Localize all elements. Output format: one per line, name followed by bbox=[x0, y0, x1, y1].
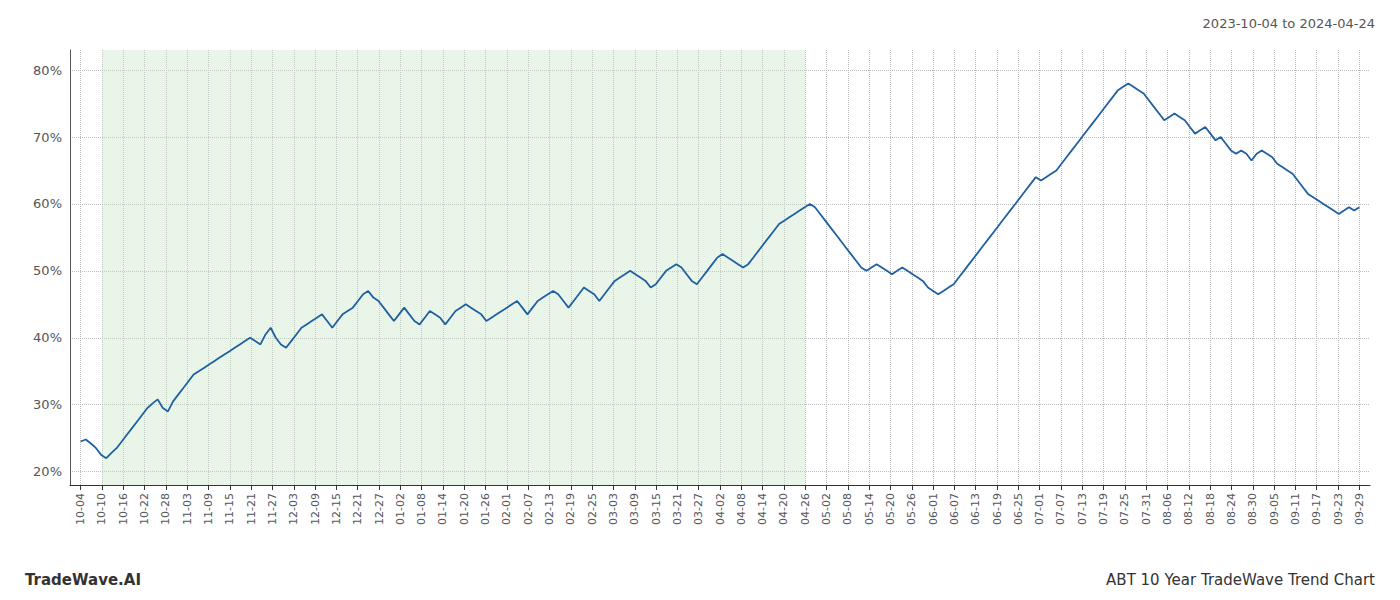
svg-text:01-08: 01-08 bbox=[415, 493, 428, 525]
svg-text:10-28: 10-28 bbox=[159, 493, 172, 525]
svg-text:01-20: 01-20 bbox=[458, 493, 471, 525]
svg-text:12-03: 12-03 bbox=[287, 493, 300, 525]
svg-text:09-23: 09-23 bbox=[1332, 493, 1345, 525]
svg-text:07-07: 07-07 bbox=[1054, 493, 1067, 525]
svg-text:07-13: 07-13 bbox=[1076, 493, 1089, 525]
svg-text:08-18: 08-18 bbox=[1204, 493, 1217, 525]
svg-text:12-15: 12-15 bbox=[330, 493, 343, 525]
svg-text:02-25: 02-25 bbox=[586, 493, 599, 525]
svg-text:20%: 20% bbox=[33, 464, 62, 479]
svg-text:06-01: 06-01 bbox=[927, 493, 940, 525]
svg-text:07-31: 07-31 bbox=[1140, 493, 1153, 525]
svg-text:07-01: 07-01 bbox=[1033, 493, 1046, 525]
svg-text:02-01: 02-01 bbox=[500, 493, 513, 525]
svg-text:03-15: 03-15 bbox=[650, 493, 663, 525]
svg-text:06-07: 06-07 bbox=[948, 493, 961, 525]
svg-text:09-17: 09-17 bbox=[1310, 493, 1323, 525]
svg-text:05-20: 05-20 bbox=[884, 493, 897, 525]
svg-text:07-19: 07-19 bbox=[1097, 493, 1110, 525]
svg-text:07-25: 07-25 bbox=[1118, 493, 1131, 525]
svg-text:10-16: 10-16 bbox=[117, 493, 130, 525]
svg-text:09-29: 09-29 bbox=[1353, 493, 1366, 525]
svg-text:60%: 60% bbox=[33, 196, 62, 211]
svg-text:70%: 70% bbox=[33, 130, 62, 145]
svg-text:10-10: 10-10 bbox=[95, 493, 108, 525]
svg-text:08-12: 08-12 bbox=[1182, 493, 1195, 525]
svg-text:ABT 10 Year TradeWave Trend Ch: ABT 10 Year TradeWave Trend Chart bbox=[1106, 571, 1375, 589]
svg-text:01-14: 01-14 bbox=[436, 493, 449, 525]
svg-text:06-13: 06-13 bbox=[969, 493, 982, 525]
svg-text:10-22: 10-22 bbox=[138, 493, 151, 525]
svg-text:05-02: 05-02 bbox=[820, 493, 833, 525]
svg-text:TradeWave.AI: TradeWave.AI bbox=[25, 571, 141, 589]
svg-text:03-03: 03-03 bbox=[607, 493, 620, 525]
svg-text:06-25: 06-25 bbox=[1012, 493, 1025, 525]
svg-text:01-26: 01-26 bbox=[479, 493, 492, 525]
svg-text:04-08: 04-08 bbox=[735, 493, 748, 525]
svg-text:02-13: 02-13 bbox=[543, 493, 556, 525]
svg-text:40%: 40% bbox=[33, 330, 62, 345]
svg-text:03-09: 03-09 bbox=[628, 493, 641, 525]
svg-text:04-02: 04-02 bbox=[714, 493, 727, 525]
svg-text:2023-10-04 to 2024-04-24: 2023-10-04 to 2024-04-24 bbox=[1203, 16, 1375, 31]
svg-text:04-20: 04-20 bbox=[777, 493, 790, 525]
svg-text:08-30: 08-30 bbox=[1246, 493, 1259, 525]
svg-text:12-21: 12-21 bbox=[351, 493, 364, 525]
svg-text:11-09: 11-09 bbox=[202, 493, 215, 525]
svg-text:30%: 30% bbox=[33, 397, 62, 412]
svg-text:10-04: 10-04 bbox=[74, 493, 87, 525]
svg-text:12-27: 12-27 bbox=[373, 493, 386, 525]
svg-text:09-11: 09-11 bbox=[1289, 493, 1302, 525]
svg-text:09-05: 09-05 bbox=[1268, 493, 1281, 525]
svg-text:50%: 50% bbox=[33, 263, 62, 278]
svg-text:04-26: 04-26 bbox=[799, 493, 812, 525]
svg-text:08-06: 08-06 bbox=[1161, 493, 1174, 525]
svg-text:05-14: 05-14 bbox=[863, 493, 876, 525]
svg-text:03-21: 03-21 bbox=[671, 493, 684, 525]
svg-text:11-15: 11-15 bbox=[223, 493, 236, 525]
svg-text:05-08: 05-08 bbox=[841, 493, 854, 525]
svg-text:06-19: 06-19 bbox=[991, 493, 1004, 525]
svg-text:01-02: 01-02 bbox=[394, 493, 407, 525]
svg-text:11-03: 11-03 bbox=[181, 493, 194, 525]
svg-text:12-09: 12-09 bbox=[309, 493, 322, 525]
svg-text:11-21: 11-21 bbox=[245, 493, 258, 525]
svg-text:04-14: 04-14 bbox=[756, 493, 769, 525]
svg-text:05-26: 05-26 bbox=[905, 493, 918, 525]
svg-text:80%: 80% bbox=[33, 63, 62, 78]
svg-text:02-07: 02-07 bbox=[522, 493, 535, 525]
svg-text:03-27: 03-27 bbox=[692, 493, 705, 525]
svg-text:11-27: 11-27 bbox=[266, 493, 279, 525]
svg-text:02-19: 02-19 bbox=[564, 493, 577, 525]
svg-text:08-24: 08-24 bbox=[1225, 493, 1238, 525]
